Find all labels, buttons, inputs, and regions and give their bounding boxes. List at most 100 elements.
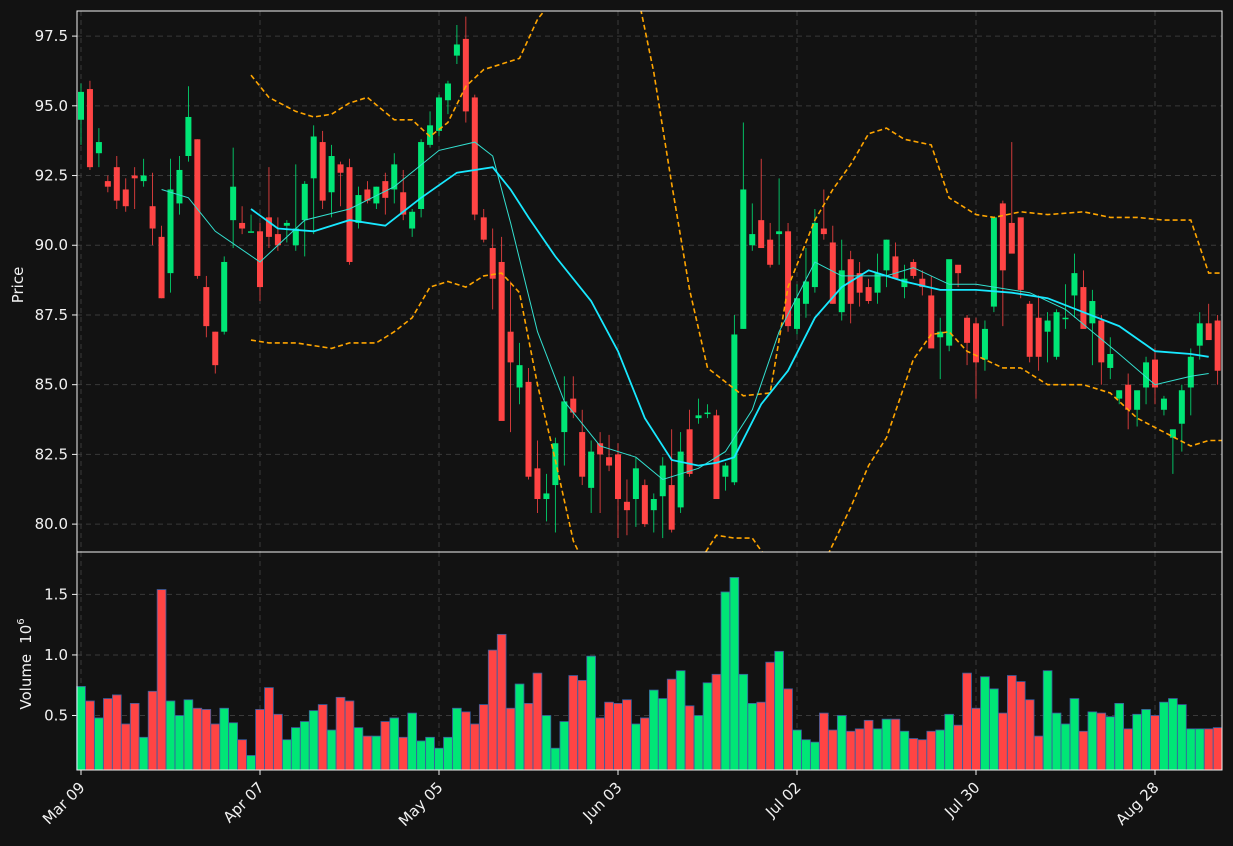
volume-tick-label: 0.5 [44, 707, 68, 725]
x-tick-label: Jun 03 [579, 778, 626, 825]
volume-bar [729, 577, 740, 771]
candle-body [418, 142, 425, 209]
volume-bar [595, 717, 605, 771]
candle-body [1044, 320, 1051, 332]
candle-body [471, 97, 478, 215]
candle-body [248, 231, 255, 233]
candle-body [319, 142, 326, 201]
volume-bar [1150, 715, 1160, 771]
volume-bar [407, 712, 417, 771]
candle-body [534, 468, 541, 500]
volume-bar [129, 702, 140, 771]
candle-body [462, 38, 469, 112]
volume-bar [765, 661, 775, 771]
candle-body [346, 167, 353, 262]
volume-bar [353, 727, 364, 771]
x-axis: Mar 09 Apr 07 May 05 Jun 03 Jul 02 Jul 30 Aug … [39, 770, 1163, 830]
candle-body [274, 234, 281, 246]
volume-bar [899, 730, 910, 771]
candle-body [239, 222, 246, 229]
volume-bar [854, 728, 865, 771]
volume-tick-label: 1.5 [44, 585, 68, 603]
volume-bar [693, 715, 704, 771]
volume-panel: 0.5 1.0 1.5 [44, 551, 1223, 771]
candle-body [1035, 317, 1042, 357]
candle-body [1169, 429, 1176, 438]
volume-bar [747, 702, 758, 771]
candle-body [507, 331, 514, 363]
volume-bar [308, 710, 319, 771]
candle-body [1080, 287, 1087, 329]
candle-body [113, 167, 120, 201]
volume-axis-label-text: Volume [17, 654, 35, 710]
volume-bar [666, 678, 677, 771]
volume-bar [1078, 730, 1089, 771]
candle-body [78, 91, 84, 120]
candle-body [802, 281, 809, 304]
candle-body [1098, 320, 1105, 363]
volume-bar [613, 702, 623, 771]
candle-body [615, 454, 621, 500]
volume-bar [819, 712, 829, 771]
candle-body [731, 334, 738, 483]
candle-body [212, 331, 219, 366]
candle-body [257, 231, 263, 288]
volume-bar [255, 709, 265, 771]
candle-body [829, 242, 836, 304]
volume-bar [290, 727, 301, 771]
volume-bar [94, 717, 104, 771]
volume-bar [1177, 704, 1187, 771]
slow-moving-average-line [250, 166, 1209, 467]
volume-bar [344, 700, 355, 771]
fast-moving-average-line [161, 141, 1209, 481]
volume-bar [756, 701, 766, 771]
candle-body [1205, 323, 1212, 341]
candle-body [1071, 273, 1078, 296]
volume-bar [317, 704, 328, 771]
candle-body [883, 239, 890, 271]
candle-body [525, 381, 532, 477]
volume-bar [487, 649, 498, 771]
candle-body [892, 256, 899, 279]
candle-body [928, 295, 935, 349]
volume-bar [774, 650, 784, 771]
candle-body [400, 192, 407, 215]
candle-body [489, 248, 496, 279]
upper-band-line [250, 11, 1222, 397]
candle-body [409, 211, 416, 229]
volume-axis-label-power: 6 [16, 618, 27, 624]
volume-bar [792, 729, 802, 771]
volume-bar [282, 739, 292, 771]
price-axis-label: Price [9, 267, 27, 304]
candle-body [230, 186, 237, 221]
volume-bar [371, 735, 382, 771]
volume-bar [810, 741, 820, 771]
candle-body [140, 175, 147, 182]
volume-bar [649, 689, 659, 771]
candle-body [776, 231, 783, 235]
candle-body [856, 273, 863, 293]
candle-body [1089, 301, 1096, 324]
volume-bar [711, 673, 722, 771]
volume-bar [622, 699, 632, 771]
candle-body [480, 217, 487, 240]
candle-body [623, 501, 630, 511]
candle-body [543, 493, 550, 500]
volume-bar [326, 729, 337, 771]
candle-body [364, 189, 371, 201]
candle-body [632, 468, 639, 500]
x-tick-label: Jul 30 [940, 778, 983, 821]
volume-bar [604, 701, 614, 771]
candle-body [704, 412, 711, 415]
volume-bar [640, 717, 650, 771]
candle-body [695, 415, 702, 419]
volume-bar [783, 688, 793, 771]
volume-bar [1212, 727, 1223, 771]
volume-bar [201, 709, 212, 771]
candle-body [391, 164, 398, 190]
candle-body [749, 234, 756, 246]
volume-bar [998, 712, 1008, 771]
volume-bar [720, 591, 731, 771]
volume-bar [801, 739, 811, 771]
